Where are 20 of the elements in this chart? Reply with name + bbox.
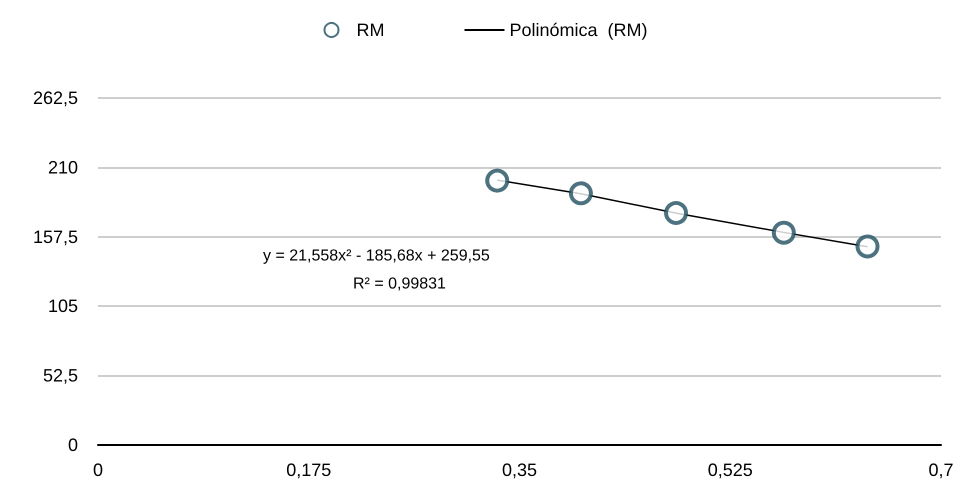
y-tick-label: 105 <box>48 296 78 316</box>
x-tick-label: 0,175 <box>286 460 332 480</box>
x-tick-label: 0,525 <box>708 460 753 480</box>
point <box>485 168 510 193</box>
point <box>664 201 688 225</box>
x-tick-label: 0 <box>92 460 104 480</box>
annotation: y = 21,558x² - 185,68x + 259,55 <box>263 248 490 264</box>
y-tick-label: 0 <box>68 435 78 455</box>
y-tick-label: 52,5 <box>42 366 78 386</box>
point <box>856 234 880 258</box>
x-tick-label: 0,7 <box>928 460 954 480</box>
y-tick-label: 210 <box>48 157 78 178</box>
point <box>772 220 796 245</box>
legend-label: RM <box>356 20 384 40</box>
x-tick-label: 0,35 <box>502 460 538 480</box>
point <box>568 181 593 206</box>
y-tick-label: 262,5 <box>32 88 78 108</box>
annotation: R² = 0,99831 <box>353 276 446 292</box>
y-tick-label: 157,5 <box>32 226 78 247</box>
legend-label: Polinómica (RM) <box>509 20 648 40</box>
